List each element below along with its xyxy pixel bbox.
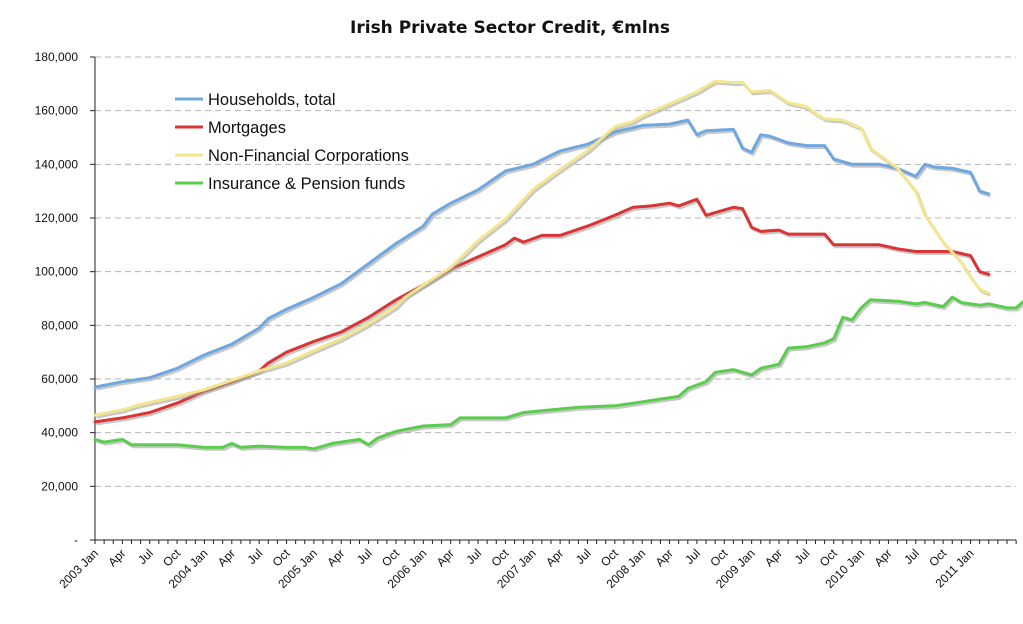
x-tick-label: Apr: [762, 546, 785, 569]
series-line-mortgages: [93, 197, 991, 424]
y-tick-label: 140,000: [35, 157, 79, 171]
x-tick-label: 2003 Jan: [56, 546, 101, 591]
x-tick-label: Apr: [434, 546, 457, 569]
x-tick-label: Apr: [871, 546, 894, 569]
y-tick-label: 180,000: [35, 50, 79, 64]
y-tick-label: 60,000: [41, 372, 78, 386]
y-tick-label: 160,000: [35, 104, 79, 118]
series-line-non-financial-corporations: [93, 79, 991, 417]
legend: Households, total Mortgages Non-Financial …: [175, 91, 409, 193]
series-line-households-total: [93, 118, 991, 389]
y-tick-label: 40,000: [41, 426, 78, 440]
y-tick-label: 100,000: [35, 265, 79, 279]
x-tick-label: Apr: [105, 546, 128, 569]
x-tick-label: Apr: [653, 546, 676, 569]
series-shadow-households-total: [96, 120, 991, 391]
x-tick-label: Jul: [573, 546, 594, 567]
x-tick-label: Jul: [792, 546, 813, 567]
x-tick-label: Apr: [215, 546, 238, 569]
series-shadow-insurance-pension-funds: [96, 297, 1023, 453]
series-line-insurance-pension-funds: [93, 295, 1023, 451]
y-tick-label: 80,000: [41, 318, 78, 332]
x-tick-label: Jul: [245, 546, 266, 567]
series-lines: [93, 79, 1023, 453]
x-tick-label: Jul: [354, 546, 375, 567]
legend-label-mortgages: Mortgages: [208, 119, 286, 137]
x-tick-label: Apr: [324, 546, 347, 569]
x-tick-label: Jul: [463, 546, 484, 567]
x-tick-label: Apr: [543, 546, 566, 569]
gridlines: [95, 56, 1016, 487]
chart-title: Irish Private Sector Credit, €mlns: [350, 18, 670, 38]
y-tick-label: 120,000: [35, 211, 79, 225]
y-tick-label: -: [74, 533, 78, 547]
y-tick-label: 20,000: [41, 479, 78, 493]
legend-label-insurance-pension-funds: Insurance & Pension funds: [208, 175, 405, 193]
legend-label-households-total: Households, total: [208, 91, 336, 109]
x-tick-label: Jul: [682, 546, 703, 567]
legend-label-non-financial-corporations: Non-Financial Corporations: [208, 147, 409, 165]
x-tick-label: Jul: [135, 546, 156, 567]
axes: - 20,000 40,000 60,000 80,000 100,000 120,000 1…: [35, 50, 1017, 591]
x-tick-label: Jul: [901, 546, 922, 567]
